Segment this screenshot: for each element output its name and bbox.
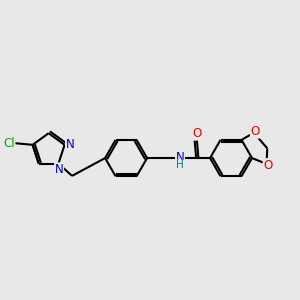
- Text: O: O: [250, 125, 260, 138]
- Text: O: O: [192, 127, 201, 140]
- Text: N: N: [66, 138, 74, 151]
- Text: N: N: [176, 151, 184, 164]
- Text: O: O: [263, 159, 272, 172]
- Text: H: H: [176, 160, 184, 170]
- Text: N: N: [55, 163, 64, 176]
- Text: Cl: Cl: [3, 137, 15, 150]
